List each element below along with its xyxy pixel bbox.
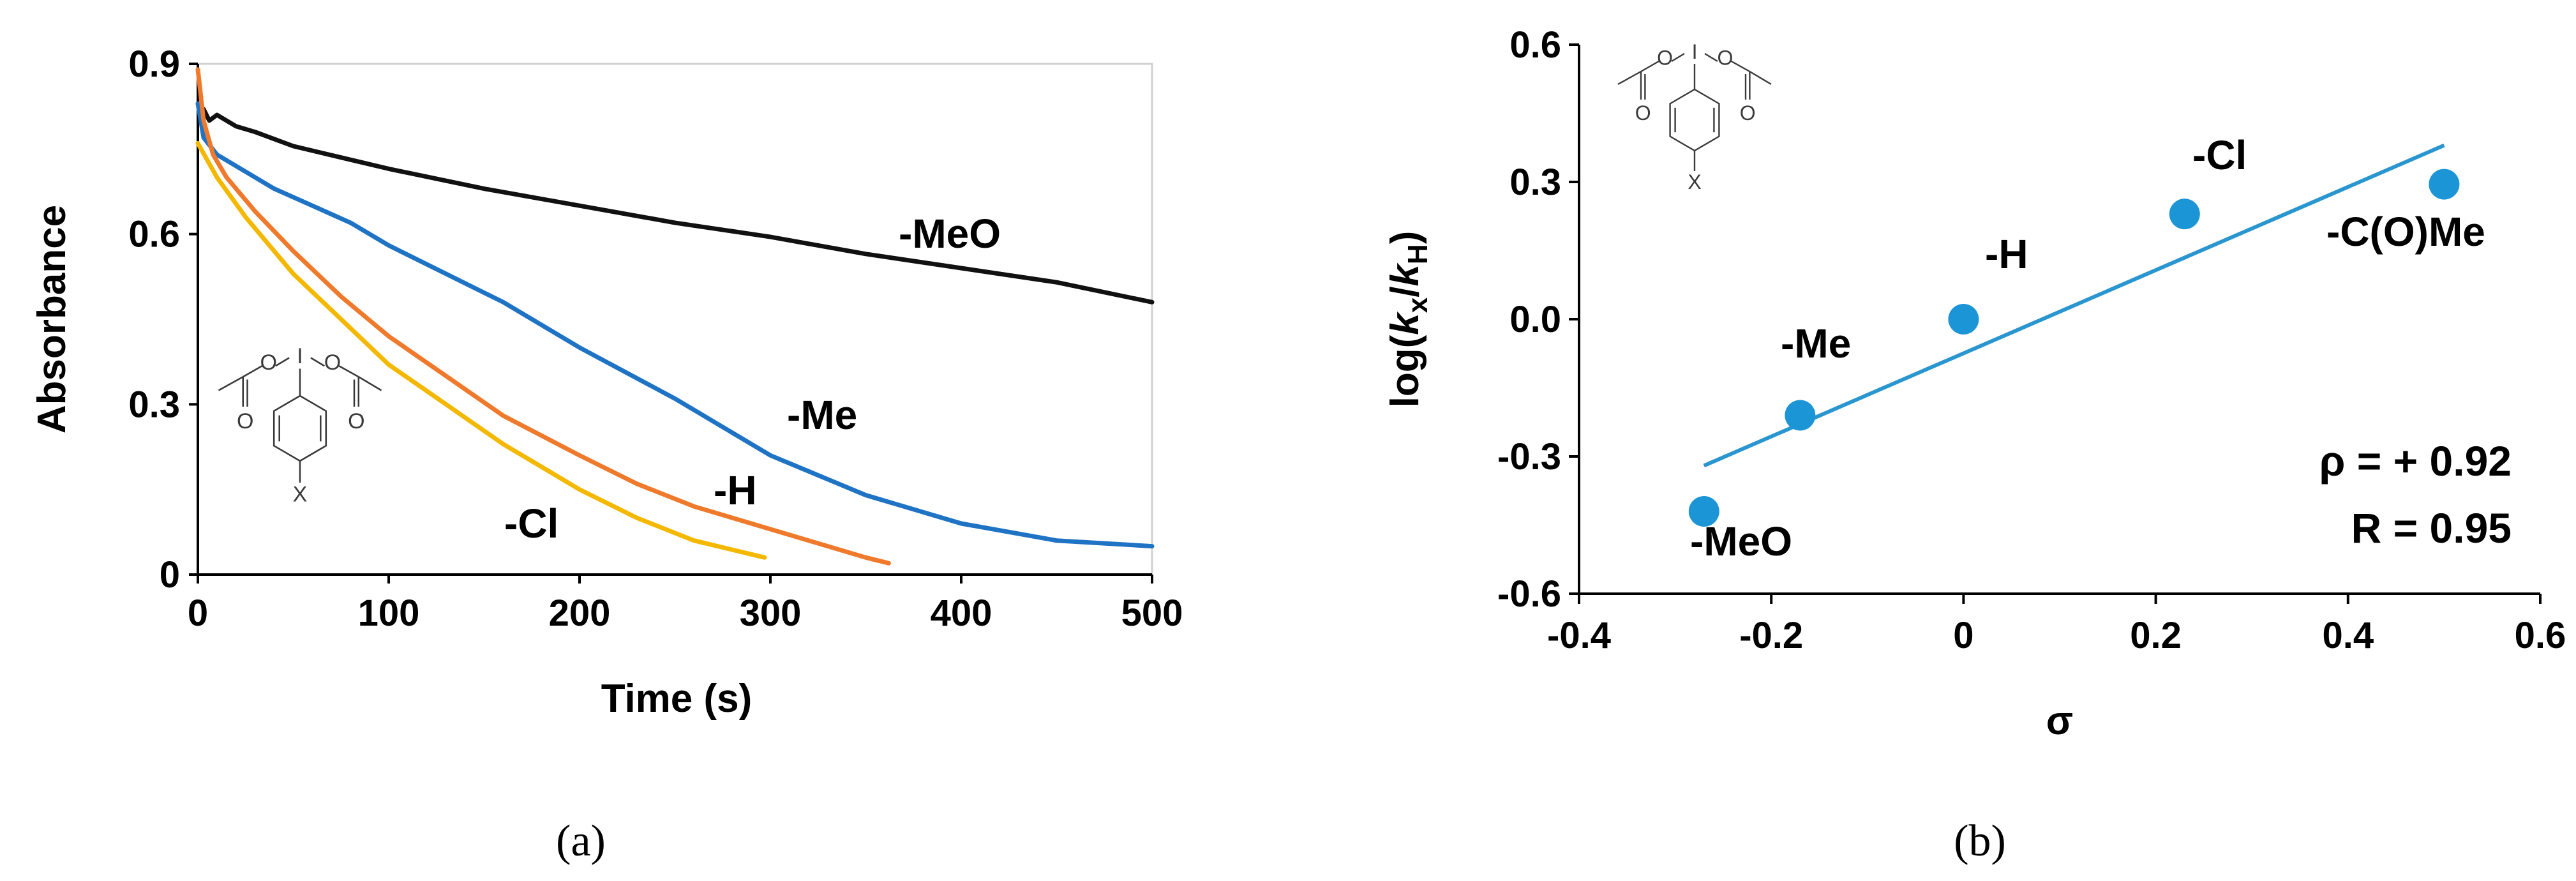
- panel-b-y-tick-label: -0.3: [1497, 436, 1561, 478]
- carbonyl-oxygen-label-2: O: [348, 409, 364, 433]
- panel-b-y-tick-label: 0.3: [1509, 162, 1561, 203]
- r-value: R = 0.95: [2351, 504, 2512, 552]
- panel-b-x-axis-label: σ: [2046, 699, 2073, 743]
- panel-a-x-tick-label: 100: [358, 592, 420, 634]
- panel-a-caption: (a): [556, 817, 606, 866]
- series-line-meo: [195, 101, 1155, 305]
- point-label-meo: -MeO: [1690, 518, 1792, 564]
- series-label-meo-a: -MeO: [899, 211, 1001, 257]
- series-label-h-a: -H: [714, 467, 757, 513]
- panel-b-x-tick-label: 0.4: [2322, 615, 2374, 656]
- panel-a-y-tick-label: 0: [160, 554, 180, 596]
- fit-line: [1703, 143, 2445, 468]
- substituent-label-b: X: [1688, 170, 1701, 193]
- panel-b-x-tick-label: -0.4: [1547, 615, 1611, 656]
- panel-a-x-tick-label: 200: [549, 592, 611, 634]
- panel-a-y-tick-label: 0.6: [128, 214, 180, 255]
- data-point-h: [1948, 304, 1979, 335]
- panel-b-x-tick-label: 0.6: [2515, 615, 2566, 656]
- panel-b-y-axis-label: log(kx/kH): [1383, 231, 1434, 408]
- panel-b-y-tick-label: 0.0: [1509, 299, 1561, 340]
- panel-b-y-tick-label: -0.6: [1497, 573, 1561, 615]
- panel-a-y-axis-label: Absorbance: [30, 205, 74, 433]
- panel-a-x-tick-label: 500: [1121, 592, 1183, 634]
- data-point-cl: [2169, 199, 2200, 230]
- point-label-h: -H: [1985, 231, 2028, 277]
- panel-a-x-axis-label: Time (s): [601, 677, 753, 721]
- rho-value: ρ = + 0.92: [2319, 437, 2512, 485]
- series-label-me-a: -Me: [787, 392, 857, 438]
- panel-b-chart: -0.4 -0.2 0 0.2 0.4 0.6 -0.6 -0.3 0.0 0.3 0.6 σ lo…: [1383, 24, 2566, 743]
- molecule-structure-a: O O I O O X: [218, 344, 382, 507]
- carbonyl-oxygen-label-b: O: [1635, 102, 1651, 124]
- panel-b-x-tick-label: 0.2: [2130, 615, 2182, 656]
- oxygen-label: O: [260, 350, 276, 375]
- substituent-label: X: [293, 483, 308, 507]
- carbonyl-oxygen-label-b-2: O: [1740, 102, 1756, 124]
- panel-a-x-tick-label: 0: [188, 592, 208, 634]
- panel-a-x-tick-label: 400: [931, 592, 992, 634]
- molecule-structure-b: O O I O O X: [1617, 40, 1772, 193]
- data-point-come: [2429, 169, 2460, 200]
- panel-a-x-tick-label: 300: [740, 592, 802, 634]
- iodine-label: I: [297, 344, 303, 368]
- point-label-cl: -Cl: [2192, 132, 2247, 178]
- point-label-cme: -C(O)Me: [2326, 209, 2485, 255]
- panel-b-caption: (b): [1954, 817, 2006, 866]
- panel-b-y-tick-label: 0.6: [1509, 24, 1561, 66]
- data-point-meo: [1688, 496, 1719, 527]
- iodine-label-b: I: [1692, 40, 1698, 63]
- panel-a-y-tick-label: 0.9: [128, 43, 180, 85]
- point-label-me: -Me: [1781, 320, 1851, 366]
- series-line-cl: [195, 140, 767, 560]
- oxygen-label-b: O: [1657, 47, 1673, 70]
- panel-a-chart: 0 100 200 300 400 500 0 0.3 0.6 0.9 Time (s) Abso…: [30, 43, 1183, 721]
- series-line-me: [195, 101, 1155, 549]
- oxygen-label-b-2: O: [1718, 47, 1734, 70]
- data-point-me: [1785, 400, 1816, 431]
- panel-a-y-tick-label: 0.3: [128, 384, 180, 425]
- series-line-h: [195, 67, 891, 566]
- panel-b-x-tick-label: 0: [1953, 615, 1973, 656]
- series-label-cl-a: -Cl: [504, 501, 558, 546]
- panel-b-x-tick-label: -0.2: [1739, 615, 1803, 656]
- carbonyl-oxygen-label: O: [237, 409, 253, 433]
- oxygen-label-2: O: [324, 350, 341, 375]
